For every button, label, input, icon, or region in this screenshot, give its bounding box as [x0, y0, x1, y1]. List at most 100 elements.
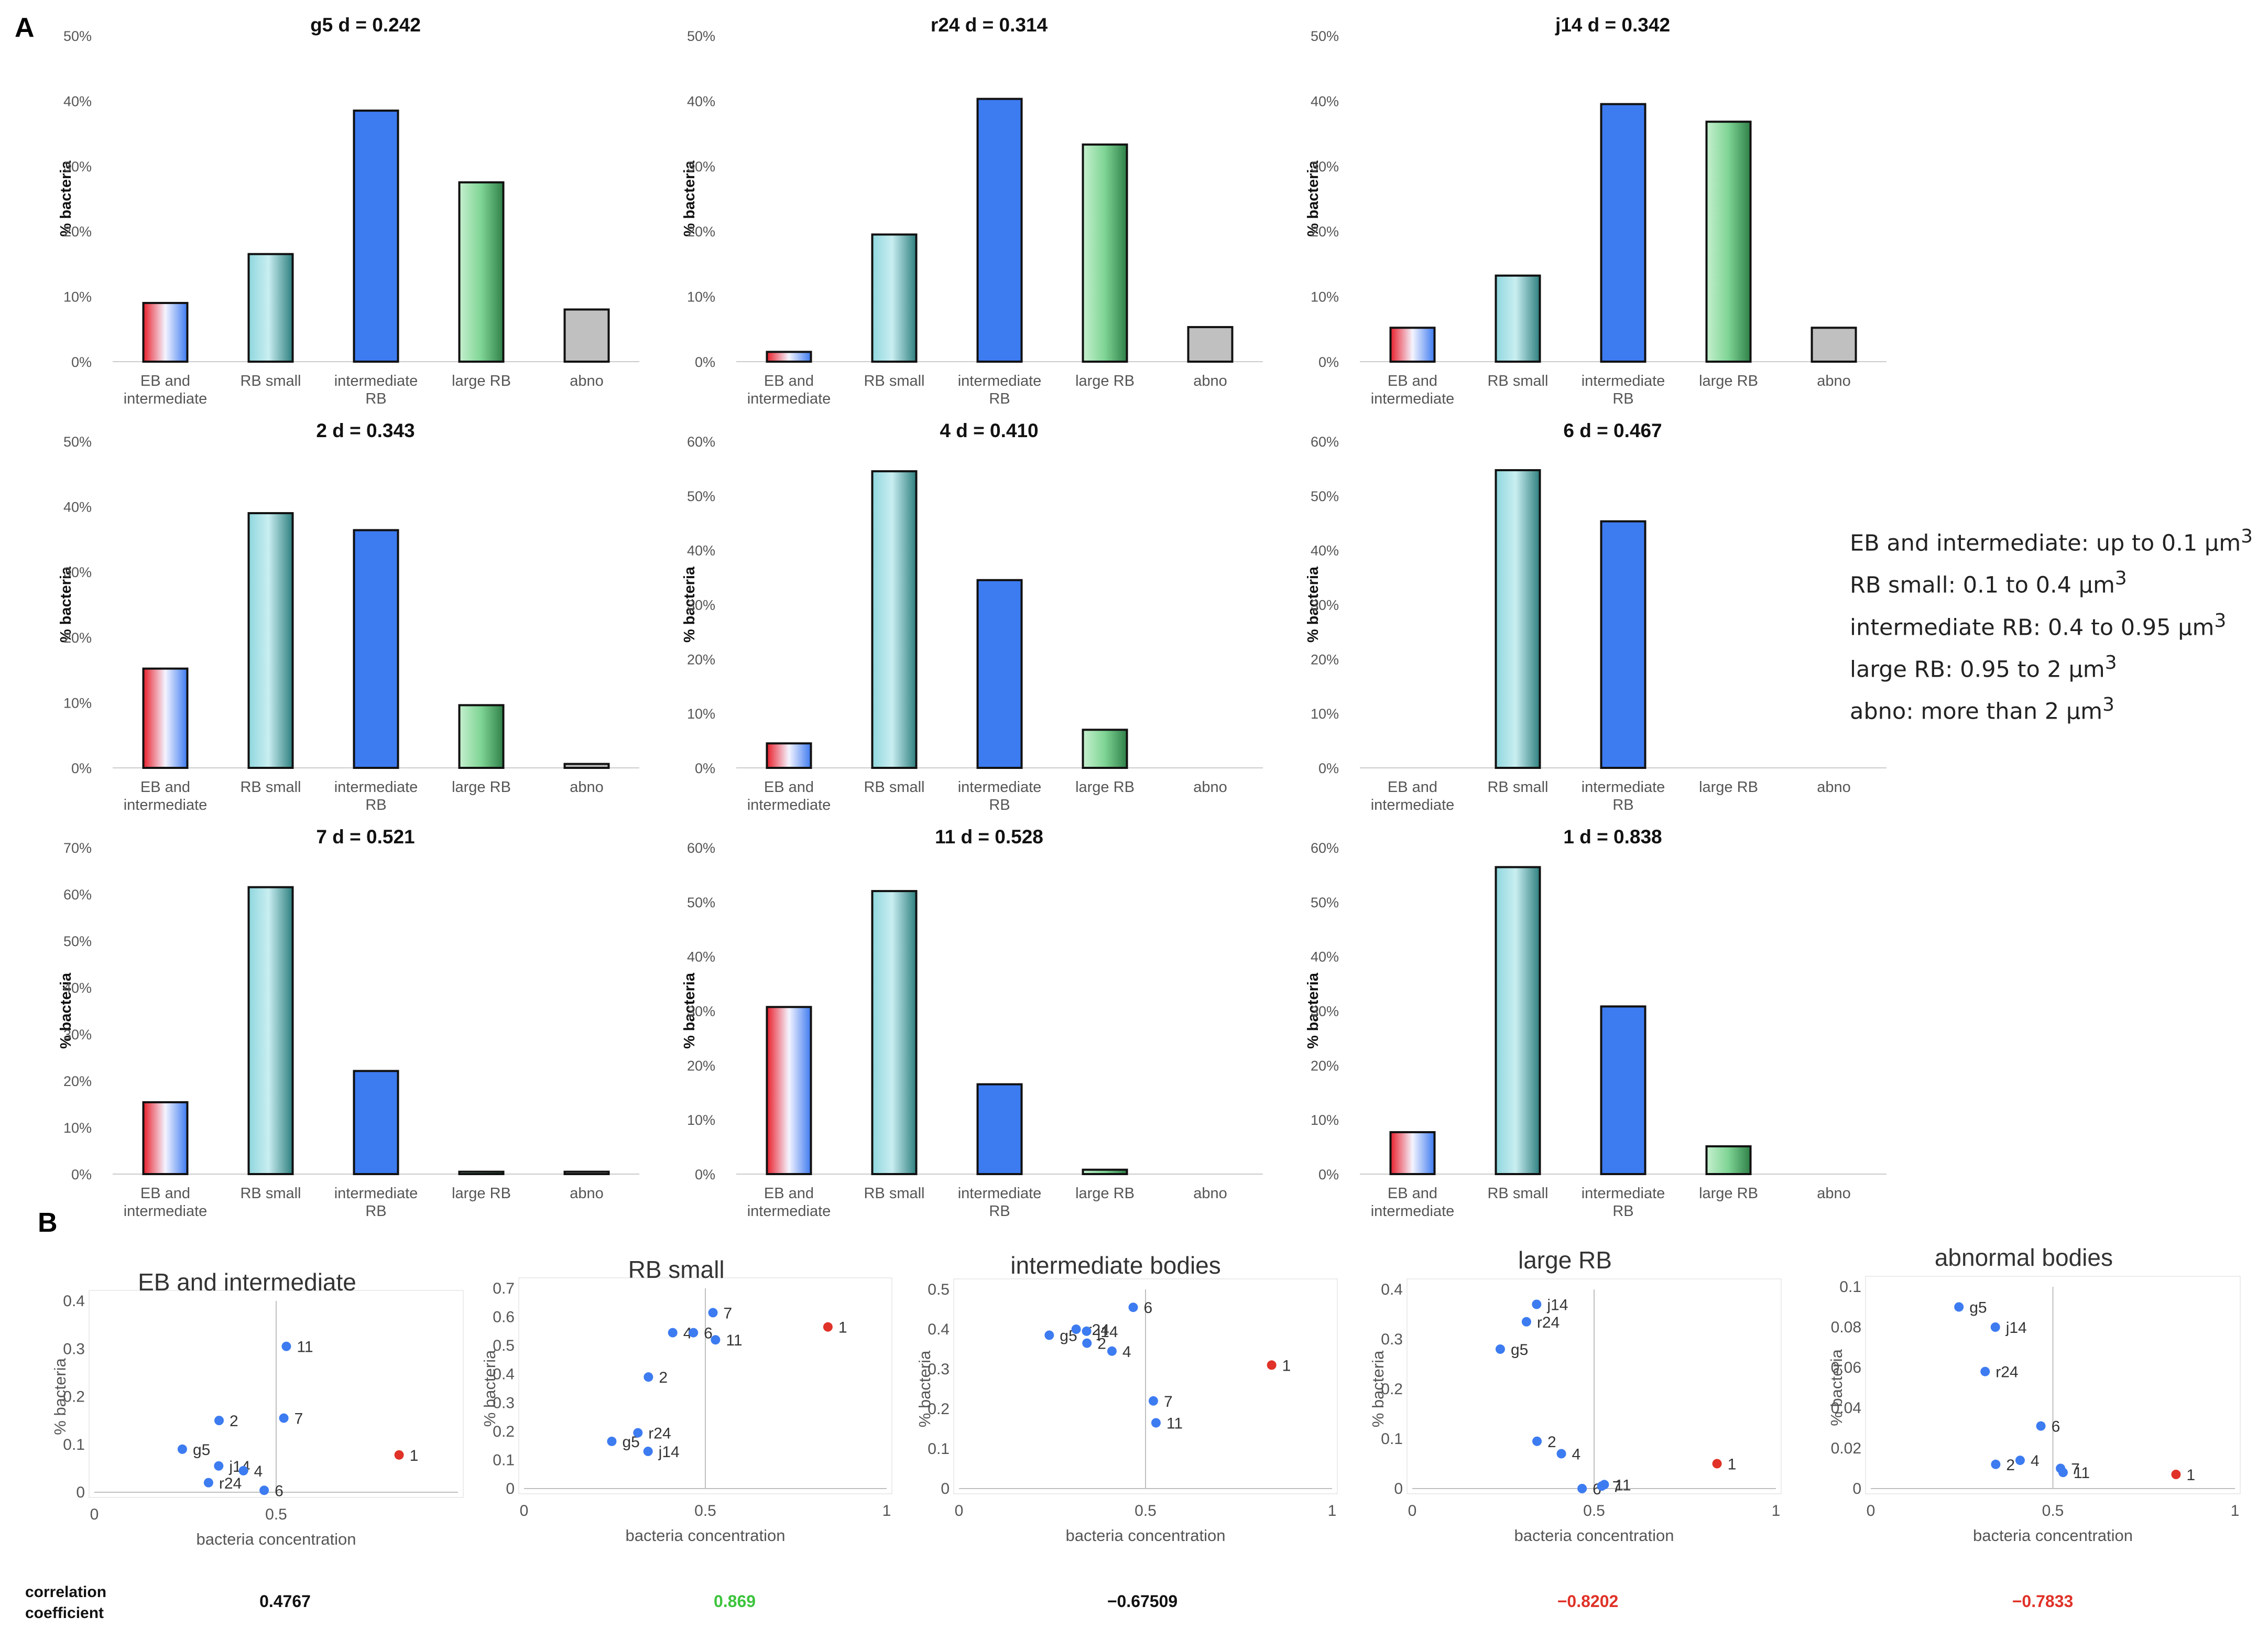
bar-eb: [766, 742, 812, 769]
y-tick-label: 10%: [63, 1120, 92, 1136]
y-tick-label: 0%: [695, 761, 715, 776]
scatter-y-label: % bacteria: [1369, 1350, 1387, 1427]
y-tick-label: 40%: [687, 543, 715, 559]
bar-rb-small: [247, 253, 294, 363]
scatter-point-label: 4: [1122, 1343, 1131, 1361]
bar-rb-small: [247, 886, 294, 1175]
y-axis-label: % bacteria: [1305, 160, 1322, 237]
y-tick-label: 40%: [63, 980, 92, 996]
scatter-y-tick: 0.1: [1381, 1430, 1403, 1448]
scatter-y-tick: 0.06: [1831, 1359, 1861, 1376]
y-tick-label: 50%: [63, 28, 92, 44]
category-label-eb: EB and: [140, 1185, 190, 1202]
scatter-y-tick: 0.4: [1381, 1281, 1403, 1298]
scatter-chart-4: large RB % bacteria bacteria concentration…: [1369, 1246, 1782, 1611]
bar-eb: [766, 351, 812, 363]
category-label-intermediate: RB: [989, 390, 1010, 407]
y-tick-label: 20%: [1311, 224, 1339, 240]
scatter-y-tick: 0.5: [493, 1337, 515, 1354]
category-label-eb: intermediate: [747, 390, 831, 407]
category-label-eb: EB and: [764, 1185, 814, 1202]
category-label-intermediate: RB: [989, 797, 1010, 813]
scatter-point-11: [1599, 1480, 1609, 1490]
bar-chart-title: 11 d = 0.528: [935, 826, 1043, 848]
scatter-point-7: [1148, 1396, 1158, 1406]
y-tick-label: 0%: [695, 1167, 715, 1182]
scatter-point-label: 4: [1572, 1446, 1581, 1463]
bar-chart-title: 6 d = 0.467: [1563, 420, 1662, 441]
category-label-eb: intermediate: [1371, 390, 1455, 407]
category-label-large-rb: large RB: [1699, 1185, 1758, 1202]
scatter-point-label: g5: [1511, 1341, 1528, 1359]
legend-sup-eb: 3: [2241, 526, 2253, 547]
category-label-large-rb: large RB: [452, 779, 511, 796]
panel-a-label: A: [15, 13, 35, 43]
category-label-eb: intermediate: [1371, 1203, 1455, 1220]
scatter-y-tick: 0: [76, 1484, 85, 1501]
size-legend: EB and intermediate: up to 0.1 µm3 RB sm…: [1850, 519, 2259, 730]
scatter-point-label: 2: [1547, 1434, 1556, 1451]
bar-rb-small: [1495, 274, 1541, 363]
category-label-large-rb: large RB: [452, 1185, 511, 1202]
scatter-point-label: 11: [297, 1339, 313, 1356]
scatter-x-tick: 0: [90, 1506, 99, 1523]
category-label-intermediate: intermediate: [334, 779, 418, 796]
y-tick-label: 20%: [1311, 652, 1339, 667]
scatter-point-j14: [1082, 1326, 1092, 1336]
y-tick-label: 10%: [1311, 289, 1339, 305]
scatter-point-r24: [203, 1478, 213, 1488]
scatter-point-2: [644, 1372, 653, 1382]
y-axis-label: % bacteria: [58, 160, 74, 237]
scatter-point-label: 6: [2052, 1418, 2060, 1436]
y-axis-label: % bacteria: [681, 972, 698, 1049]
legend-line-intermediate: intermediate RB: 0.4 to 0.95 µm3: [1850, 603, 2259, 645]
legend-text-rb-small: RB small: 0.1 to 0.4 µm: [1850, 572, 2115, 599]
scatter-x-tick: 0.5: [265, 1506, 287, 1523]
scatter-title: large RB: [1518, 1246, 1612, 1274]
category-label-eb: intermediate: [747, 1203, 831, 1220]
legend-text-intermediate: intermediate RB: 0.4 to 0.95 µm: [1850, 614, 2215, 641]
y-tick-label: 30%: [63, 1027, 92, 1043]
scatter-point-label: j14: [1546, 1297, 1568, 1314]
scatter-x-tick: 0: [520, 1502, 529, 1519]
category-label-eb: EB and: [1388, 779, 1437, 796]
bar-chart-3: j14 d = 0.342 % bacteria 0% 10% 20% 30% 40% 50%…: [1305, 14, 1887, 407]
category-label-intermediate: RB: [1612, 1203, 1633, 1220]
category-label-eb: EB and: [764, 373, 814, 389]
legend-text-abno: abno: more than 2 µm: [1850, 698, 2103, 725]
y-tick-label: 0%: [695, 354, 715, 370]
y-tick-label: 50%: [1311, 895, 1339, 910]
y-tick-label: 40%: [1311, 949, 1339, 965]
scatter-y-label: % bacteria: [51, 1358, 69, 1435]
category-label-intermediate: RB: [1612, 390, 1633, 407]
bar-chart-title: 1 d = 0.838: [1563, 826, 1662, 848]
scatter-point-6: [1128, 1302, 1138, 1312]
scatter-plot-area: [953, 1278, 1338, 1494]
y-tick-label: 50%: [1311, 489, 1339, 504]
scatter-point-label: 4: [683, 1325, 692, 1342]
category-label-rb-small: RB small: [864, 779, 924, 796]
category-label-eb: EB and: [1388, 1185, 1437, 1202]
scatter-point-r24: [1521, 1317, 1531, 1327]
bar-intermediate: [1600, 1005, 1647, 1176]
y-tick-label: 30%: [1311, 598, 1339, 613]
y-tick-label: 40%: [63, 93, 92, 109]
bar-intermediate: [976, 579, 1023, 769]
scatter-y-tick: 0.4: [493, 1366, 515, 1383]
bar-eb: [142, 1101, 189, 1175]
scatter-x-tick: 0.5: [1583, 1502, 1605, 1519]
y-tick-label: 40%: [687, 93, 715, 109]
bar-rb-small: [1495, 866, 1541, 1175]
y-tick-label: 30%: [63, 565, 92, 580]
scatter-point-j14: [1532, 1299, 1542, 1309]
category-label-large-rb: large RB: [1075, 779, 1135, 796]
bar-chart-title: g5 d = 0.242: [310, 14, 421, 36]
category-label-rb-small: RB small: [240, 373, 301, 389]
scatter-point-1: [1267, 1360, 1277, 1370]
scatter-y-tick: 0.4: [928, 1321, 950, 1338]
scatter-point-label: 11: [1615, 1477, 1631, 1494]
scatter-point-11: [711, 1335, 721, 1345]
category-label-intermediate: intermediate: [1582, 1185, 1665, 1202]
scatter-point-label: r24: [1996, 1364, 2018, 1381]
